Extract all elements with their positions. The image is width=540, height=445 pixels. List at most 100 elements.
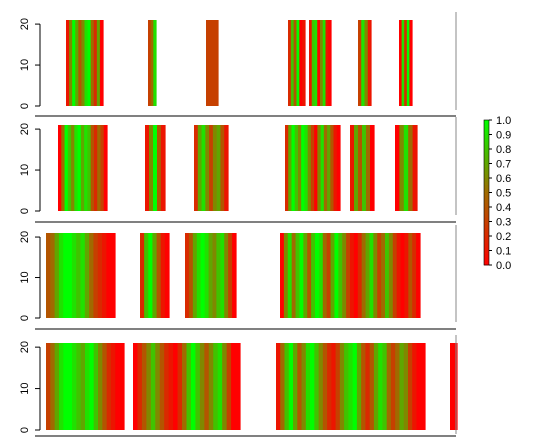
y-tick-label: 10	[19, 382, 31, 394]
heat-block-2-3	[194, 125, 229, 211]
heat-cell	[137, 343, 143, 430]
colorbar-segment	[484, 188, 489, 193]
heatmap-panels: 0 10 20 0 10 20 0 10 20 0 10 20	[19, 12, 458, 434]
heat-cell	[328, 20, 332, 106]
heat-block-1-6	[358, 20, 372, 106]
colorbar-segment	[484, 239, 489, 244]
heat-cell	[403, 125, 409, 211]
heat-cell	[322, 20, 327, 106]
heat-cell	[390, 343, 396, 430]
heat-cell	[145, 125, 150, 211]
heat-block-2-4	[285, 125, 341, 211]
heat-cell	[93, 343, 99, 430]
heat-cell	[377, 233, 382, 318]
heat-cell	[314, 20, 318, 106]
heat-cell	[186, 343, 192, 430]
heat-cell	[327, 343, 332, 430]
heat-cell	[156, 233, 162, 318]
heat-cell	[98, 343, 103, 430]
heat-cell	[150, 20, 154, 106]
heat-cell	[364, 20, 369, 106]
heat-cell	[362, 125, 367, 211]
heat-cell	[420, 343, 426, 430]
heat-cell	[373, 343, 379, 430]
heat-cell	[97, 233, 103, 318]
heat-cell	[327, 125, 331, 211]
heat-cell	[177, 343, 183, 430]
heat-cell	[361, 20, 366, 106]
heat-cell	[228, 233, 233, 318]
heat-cell	[76, 343, 82, 430]
heat-cell	[326, 233, 332, 318]
heat-cell	[287, 233, 293, 318]
heat-cell	[301, 343, 307, 430]
colorbar-segment	[484, 207, 489, 212]
colorbar-tick-label: 0.4	[496, 202, 511, 214]
panel-4: 0 10 20	[19, 335, 458, 434]
heat-cell	[350, 233, 355, 318]
heat-cell	[288, 125, 293, 211]
heat-cell	[392, 233, 398, 318]
heat-cell	[205, 125, 210, 211]
heat-cell	[212, 125, 218, 211]
heat-cell	[318, 343, 324, 430]
heat-cell	[354, 125, 359, 211]
heat-cell	[388, 233, 394, 318]
heat-cell	[323, 125, 328, 211]
heat-cell	[164, 233, 170, 318]
heat-cell	[378, 343, 384, 430]
heat-cell	[77, 125, 82, 211]
heat-cell	[99, 20, 104, 106]
heat-cell	[76, 233, 82, 318]
colorbar-segment	[484, 138, 489, 143]
heat-cell	[295, 233, 301, 318]
heat-cell	[352, 343, 358, 430]
colorbar-segment	[484, 254, 489, 259]
heat-cell	[288, 343, 294, 430]
heat-cell	[407, 343, 413, 430]
heat-cell	[450, 343, 455, 430]
heat-cell	[72, 20, 76, 106]
colorbar-segment	[484, 236, 489, 241]
heat-cell	[155, 343, 161, 430]
heat-cell	[119, 343, 125, 430]
heat-cell	[350, 125, 355, 211]
heat-cell	[322, 343, 328, 430]
heat-cell	[293, 20, 298, 106]
heat-cell	[361, 233, 367, 318]
heat-cell	[294, 125, 299, 211]
heat-cell	[373, 233, 378, 318]
heat-cell	[367, 20, 372, 106]
heat-cell	[311, 233, 316, 318]
colorbar-segment	[484, 149, 489, 154]
heat-cell	[72, 343, 77, 430]
heat-cell	[395, 343, 401, 430]
heat-cell	[399, 125, 405, 211]
heat-cell	[208, 343, 214, 430]
heat-cell	[297, 125, 302, 211]
heat-cell	[161, 125, 166, 211]
colorbar-segment	[484, 170, 489, 175]
heat-cell	[353, 233, 359, 318]
heat-block-3-3	[185, 233, 237, 318]
heat-cell	[159, 343, 165, 430]
heat-cell	[314, 343, 320, 430]
heat-cell	[302, 20, 306, 106]
heat-cell	[412, 343, 418, 430]
heat-cell	[366, 125, 371, 211]
heat-block-2-2	[145, 125, 166, 211]
heat-cell	[152, 233, 158, 318]
heat-cell	[212, 20, 216, 106]
colorbar-segment	[484, 228, 489, 233]
heat-block-4-2	[133, 343, 241, 430]
heat-cell	[285, 125, 289, 211]
heat-cell	[195, 343, 201, 430]
heat-cell	[288, 20, 292, 106]
heat-cell	[206, 20, 210, 106]
colorbar-tick-label: 0.2	[496, 231, 511, 243]
colorbar-segment	[484, 192, 489, 197]
heat-cell	[100, 125, 105, 211]
heat-cell	[331, 343, 337, 430]
heat-block-3-2	[140, 233, 170, 318]
